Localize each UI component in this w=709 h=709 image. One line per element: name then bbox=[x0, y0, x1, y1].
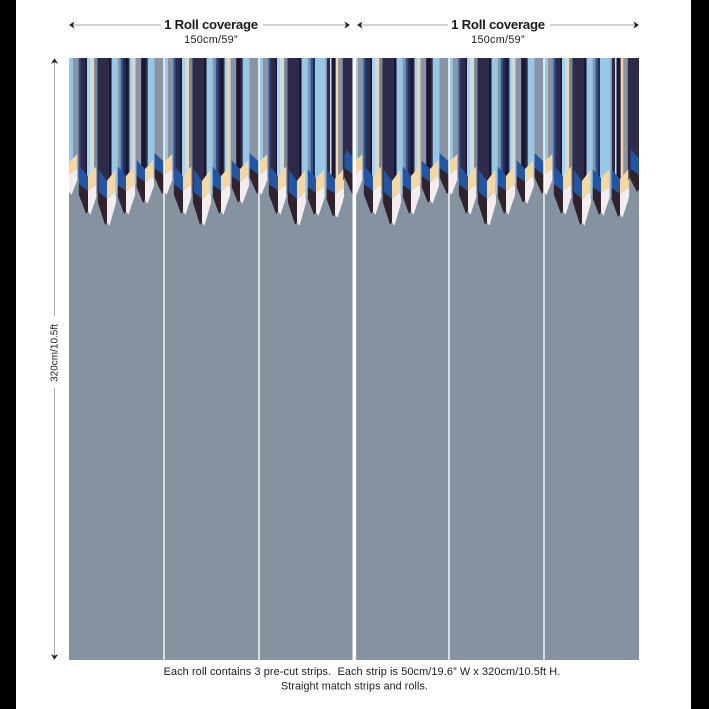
svg-text:1 Roll coverage: 1 Roll coverage bbox=[451, 17, 545, 32]
svg-text:Each roll contains 3 pre-cut s: Each roll contains 3 pre-cut strips. Eac… bbox=[164, 666, 561, 678]
svg-text:150cm/59”: 150cm/59” bbox=[184, 34, 238, 46]
svg-text:1 Roll coverage: 1 Roll coverage bbox=[164, 17, 258, 32]
svg-text:Straight match strips and roll: Straight match strips and rolls. bbox=[281, 681, 428, 693]
svg-text:320cm/10.5ft: 320cm/10.5ft bbox=[50, 324, 61, 382]
svg-text:150cm/59”: 150cm/59” bbox=[471, 34, 525, 46]
